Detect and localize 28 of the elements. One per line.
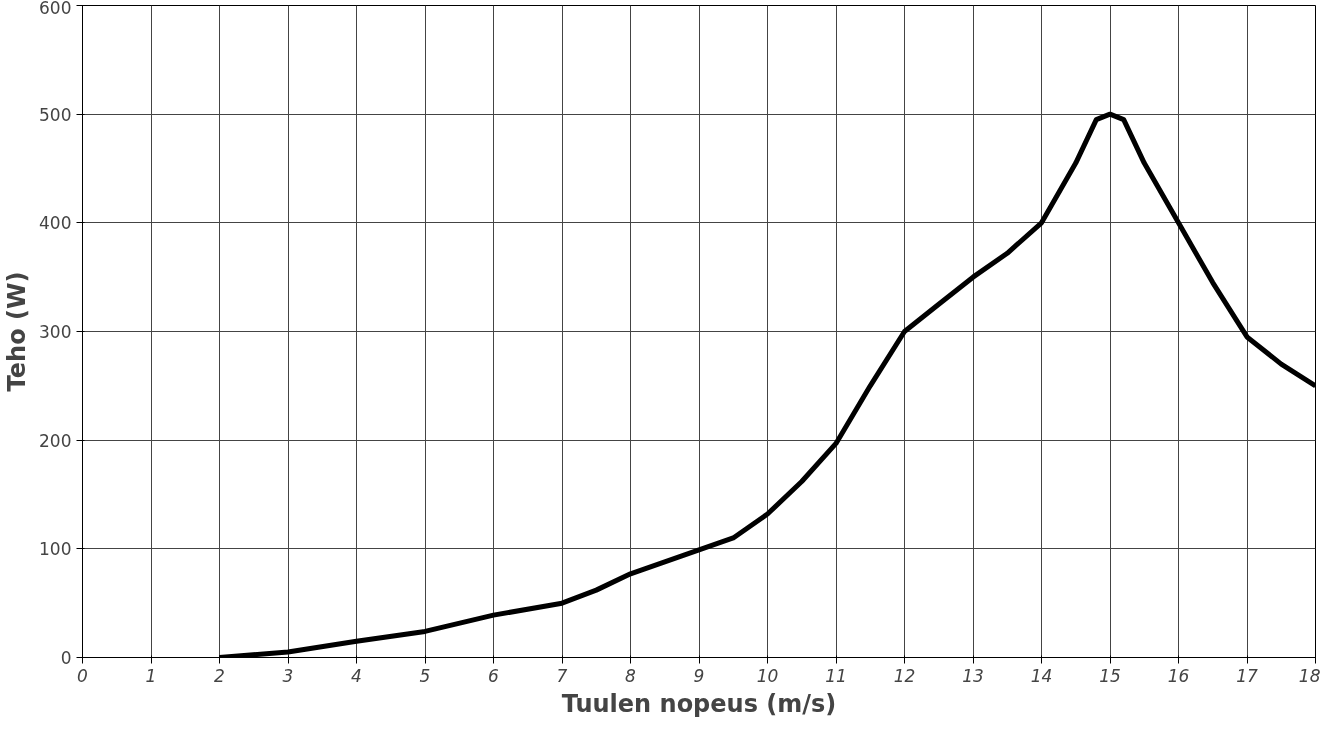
y-tick-label: 600 bbox=[39, 0, 72, 18]
x-tick-label: 18 bbox=[1298, 665, 1321, 686]
x-tick-label: 9 bbox=[693, 665, 705, 686]
y-tick-label: 200 bbox=[39, 430, 72, 451]
x-tick-label: 1 bbox=[145, 665, 157, 686]
y-tick-label: 0 bbox=[60, 648, 72, 668]
x-tick-label: 5 bbox=[419, 665, 431, 686]
x-tick-label: 0 bbox=[77, 665, 88, 686]
x-tick-label: 6 bbox=[488, 665, 500, 686]
x-tick-label: 16 bbox=[1167, 665, 1190, 686]
x-tick-label: 13 bbox=[962, 665, 984, 686]
x-tick-label: 14 bbox=[1030, 665, 1053, 686]
x-tick-label: 15 bbox=[1099, 665, 1121, 686]
y-tick-label: 100 bbox=[39, 539, 72, 560]
x-tick-label: 2 bbox=[214, 665, 225, 686]
x-tick-label: 8 bbox=[625, 665, 637, 686]
x-tick-label: 4 bbox=[351, 665, 362, 686]
x-axis-title: Tuulen nopeus (m/s) bbox=[561, 689, 837, 718]
x-tick-label: 7 bbox=[556, 665, 568, 686]
y-axis-title: Teho (W) bbox=[3, 271, 32, 392]
x-tick-label: 3 bbox=[282, 665, 294, 686]
x-tick-label: 10 bbox=[756, 665, 779, 686]
y-tick-label: 400 bbox=[39, 213, 72, 234]
y-tick-label: 500 bbox=[39, 104, 72, 125]
y-tick-label: 300 bbox=[39, 322, 72, 342]
x-tick-label: 11 bbox=[825, 665, 847, 686]
x-tick-label: 12 bbox=[893, 665, 916, 686]
x-tick-label: 17 bbox=[1236, 665, 1258, 686]
